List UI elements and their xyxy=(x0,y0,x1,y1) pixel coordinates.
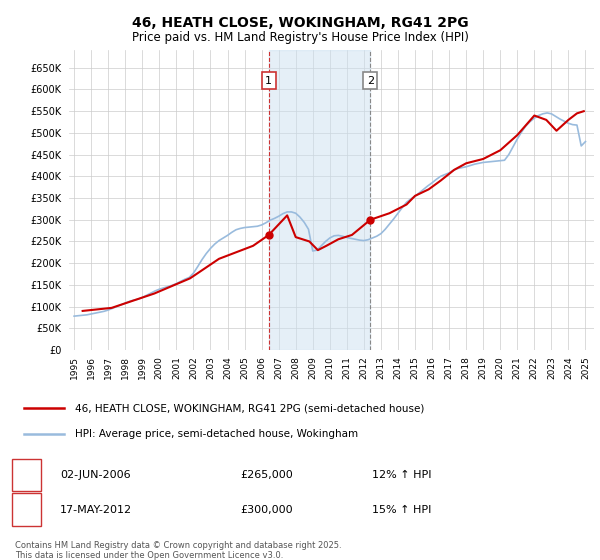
Text: 46, HEATH CLOSE, WOKINGHAM, RG41 2PG (semi-detached house): 46, HEATH CLOSE, WOKINGHAM, RG41 2PG (se… xyxy=(76,403,425,413)
Text: 02-JUN-2006: 02-JUN-2006 xyxy=(60,470,131,480)
Text: Contains HM Land Registry data © Crown copyright and database right 2025.
This d: Contains HM Land Registry data © Crown c… xyxy=(15,541,341,560)
Text: 15% ↑ HPI: 15% ↑ HPI xyxy=(372,505,431,515)
Text: 2: 2 xyxy=(23,505,30,515)
Text: HPI: Average price, semi-detached house, Wokingham: HPI: Average price, semi-detached house,… xyxy=(76,430,358,440)
Text: 1: 1 xyxy=(23,470,30,480)
Text: Price paid vs. HM Land Registry's House Price Index (HPI): Price paid vs. HM Land Registry's House … xyxy=(131,31,469,44)
Text: 17-MAY-2012: 17-MAY-2012 xyxy=(60,505,132,515)
Text: 12% ↑ HPI: 12% ↑ HPI xyxy=(372,470,431,480)
Text: £300,000: £300,000 xyxy=(240,505,293,515)
Text: £265,000: £265,000 xyxy=(240,470,293,480)
Text: 1: 1 xyxy=(265,76,272,86)
Text: 2: 2 xyxy=(367,76,374,86)
Text: 46, HEATH CLOSE, WOKINGHAM, RG41 2PG: 46, HEATH CLOSE, WOKINGHAM, RG41 2PG xyxy=(131,16,469,30)
Bar xyxy=(269,50,370,350)
